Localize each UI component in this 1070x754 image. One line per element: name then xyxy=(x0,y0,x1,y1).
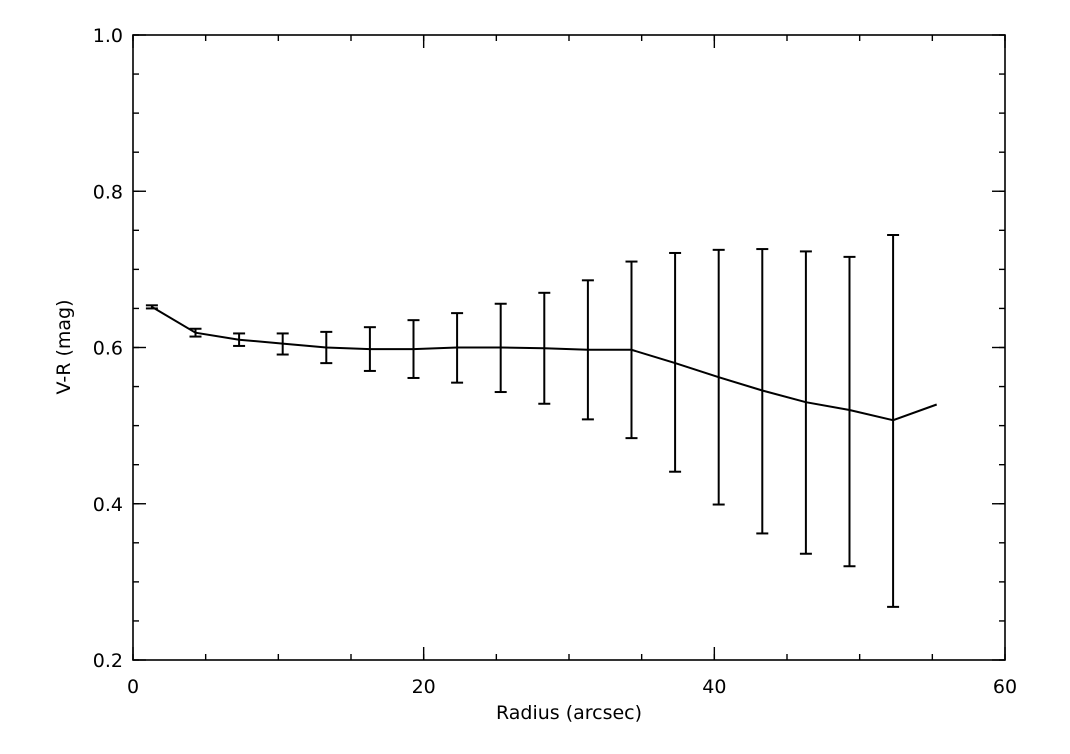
y-axis-label: V-R (mag) xyxy=(53,299,75,394)
axis-ticks xyxy=(132,34,1006,661)
x-tick-label: 40 xyxy=(702,676,726,698)
plot-frame xyxy=(132,34,1006,661)
error-bar xyxy=(843,255,856,568)
x-tick-label: 0 xyxy=(127,676,139,698)
y-tick-label: 0.2 xyxy=(93,650,123,672)
tick-labels: 0 20 40 60 0.2 0.4 0.6 0.8 1.0 xyxy=(93,25,1017,698)
y-tick-label: 0.8 xyxy=(93,181,123,203)
x-axis-label: Radius (arcsec) xyxy=(496,702,642,724)
y-tick-label: 0.4 xyxy=(93,494,123,516)
y-tick-label: 0.6 xyxy=(93,338,123,360)
series-line xyxy=(151,306,938,422)
error-bars xyxy=(145,234,900,608)
x-tick-label: 60 xyxy=(993,676,1017,698)
x-tick-label: 20 xyxy=(412,676,436,698)
y-tick-label: 1.0 xyxy=(93,25,123,47)
